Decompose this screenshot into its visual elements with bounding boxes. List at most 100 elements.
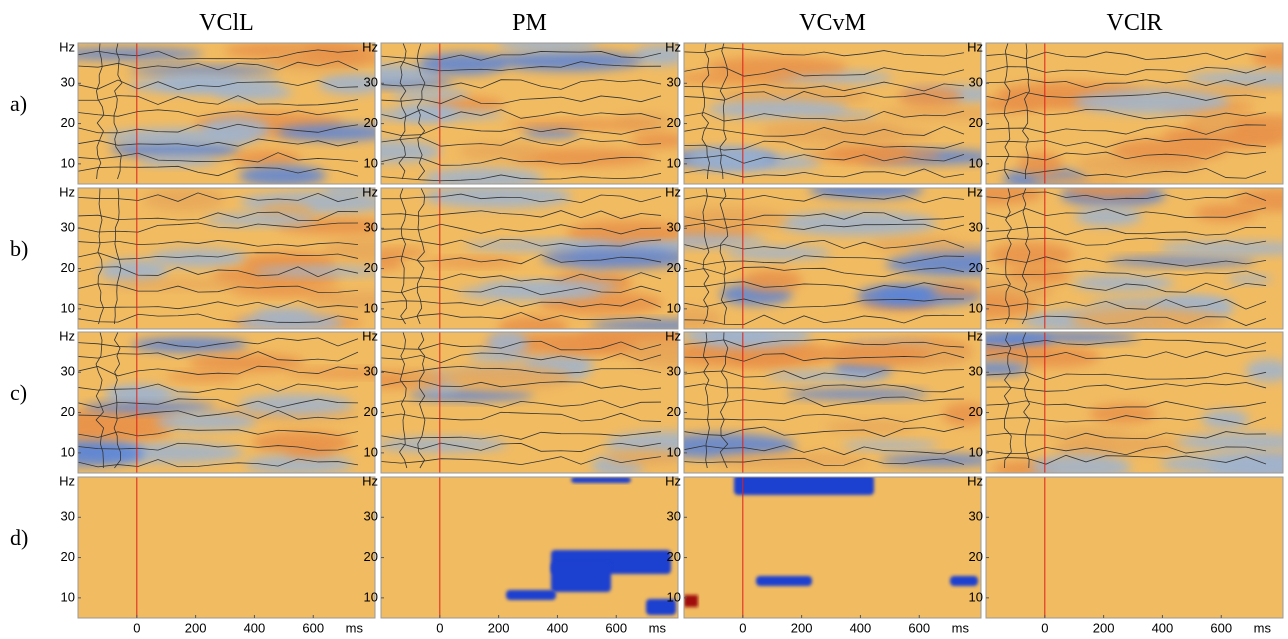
map-blob: [766, 370, 889, 382]
contour-line: [381, 272, 662, 282]
panel-border: [380, 476, 679, 619]
map-blob: [201, 117, 270, 142]
y-tick-label: 20: [61, 260, 75, 275]
contour-line: [986, 371, 1267, 381]
y-tick-label: 10: [61, 300, 75, 315]
y-tick-label: 20: [969, 115, 983, 130]
y-tick-label: 10: [667, 589, 681, 604]
contour-line: [684, 445, 965, 456]
y-unit: Hz: [59, 184, 75, 199]
y-tick-label: 30: [61, 364, 75, 379]
map-blob: [1186, 71, 1283, 87]
map-blob: [713, 452, 871, 470]
map-content: [78, 477, 375, 618]
map-blob: [1072, 275, 1175, 292]
map-blob: [590, 319, 678, 329]
map-blob: [684, 332, 812, 349]
y-tick-label: 10: [969, 444, 983, 459]
map-blob: [1201, 409, 1249, 429]
map-blob: [1054, 436, 1117, 461]
map-panel: [985, 476, 1284, 619]
map-blob: [318, 73, 375, 95]
contour-line: [381, 210, 662, 219]
contour-line: [684, 193, 965, 204]
map-blob: [149, 248, 249, 268]
map-panel: [77, 476, 376, 619]
contour-line: [986, 270, 1267, 278]
row-label: c): [10, 380, 27, 405]
map-blob: [323, 188, 375, 196]
y-tick-label: 10: [667, 155, 681, 170]
contour-line: [986, 78, 1267, 89]
y-unit: Hz: [362, 39, 378, 54]
contour-line: [986, 350, 1267, 359]
x-unit: ms: [952, 620, 970, 635]
map-blob: [498, 316, 569, 329]
map-blob: [1226, 274, 1273, 284]
contour-line: [986, 66, 1267, 76]
column-title: PM: [512, 10, 547, 36]
map-blob: [506, 120, 660, 130]
map-blob: [156, 75, 241, 91]
panel-border: [985, 187, 1284, 330]
contour-line: [684, 426, 965, 437]
map-blob: [285, 368, 375, 378]
y-tick-label: 20: [364, 549, 378, 564]
map-panel: [380, 331, 679, 474]
map-content: [381, 188, 678, 329]
contour-line: [684, 91, 965, 101]
map-content: [986, 332, 1283, 473]
map-blob: [778, 211, 937, 236]
contour-line: [78, 49, 359, 60]
contour-line: [684, 413, 965, 423]
contour-line: [381, 126, 662, 136]
contour-line: [986, 256, 1267, 267]
map-content: [381, 332, 678, 473]
map-blob: [989, 242, 1073, 268]
panel-border: [77, 331, 376, 474]
y-unit: Hz: [59, 328, 75, 343]
contour-line: [381, 365, 662, 375]
y-tick-label: 10: [61, 589, 75, 604]
contour-line: [986, 382, 1267, 392]
contour-line: [986, 454, 1267, 465]
column-title: VClL: [199, 10, 254, 36]
map-content: [78, 188, 375, 329]
contour-line: [986, 91, 1267, 101]
y-tick-label: 10: [969, 300, 983, 315]
contour-line: [78, 95, 359, 106]
y-unit: Hz: [59, 39, 75, 54]
map-blob: [684, 307, 722, 329]
contour-line: [684, 255, 965, 266]
map-blob: [1090, 298, 1235, 312]
map-blob: [254, 266, 375, 277]
contour-line: [986, 237, 1267, 246]
contour-line: [986, 400, 1267, 410]
map-content: [684, 43, 981, 184]
map-blob: [742, 269, 803, 292]
x-unit: ms: [1254, 620, 1272, 635]
contour-line: [399, 188, 408, 325]
y-tick-label: 20: [61, 549, 75, 564]
contour-line: [684, 457, 965, 466]
y-tick-label: 20: [61, 404, 75, 419]
contour-line: [78, 109, 359, 117]
y-tick-label: 10: [364, 444, 378, 459]
panel-border: [77, 476, 376, 619]
map-blob: [646, 599, 676, 615]
y-tick-label: 30: [364, 220, 378, 235]
map-blob: [269, 53, 375, 64]
map-blob: [942, 402, 981, 426]
map-blob: [1252, 47, 1283, 69]
x-tick-label: 0: [436, 620, 443, 635]
map-blob: [381, 437, 508, 453]
contour-line: [986, 207, 1267, 218]
panel-border: [77, 187, 376, 330]
y-unit: Hz: [967, 39, 983, 54]
y-tick-label: 20: [364, 115, 378, 130]
map-panel: [77, 331, 376, 474]
contour-line: [986, 226, 1267, 236]
map-blob: [439, 365, 573, 391]
map-panel: [985, 42, 1284, 185]
contour-line: [1021, 188, 1031, 325]
